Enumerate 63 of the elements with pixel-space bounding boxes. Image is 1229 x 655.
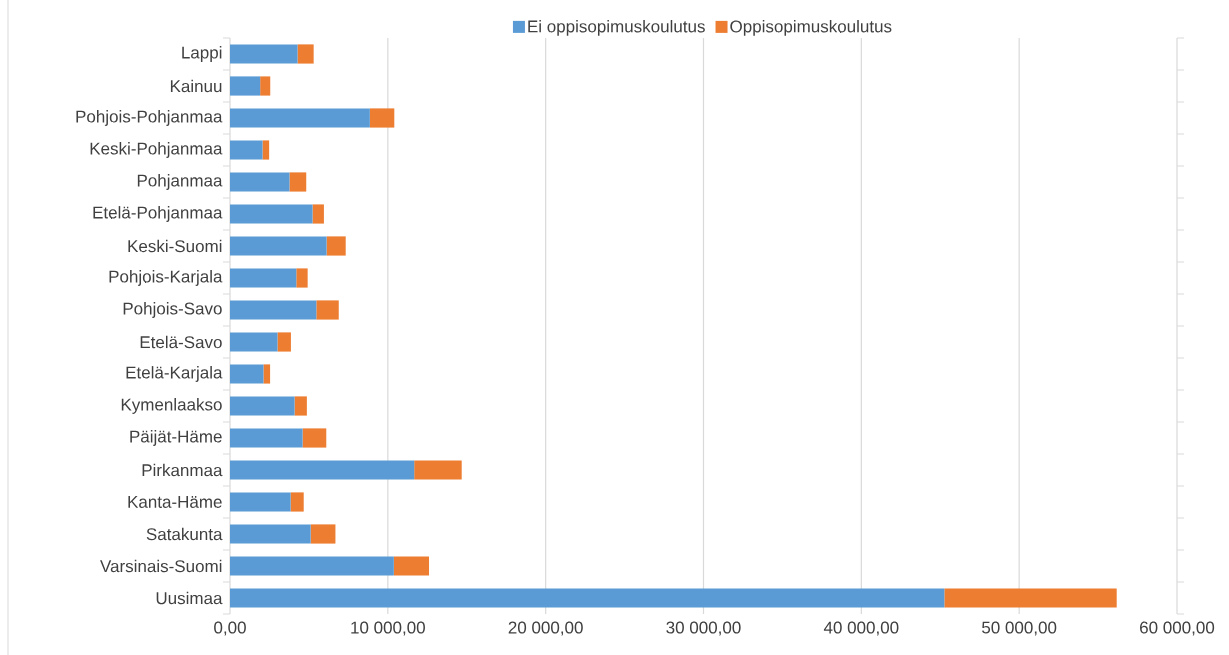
x-tick-label: 30 000,00 xyxy=(666,621,741,636)
bar xyxy=(290,492,304,512)
bar xyxy=(260,76,271,96)
legend-label: Oppisopimuskoulutus xyxy=(730,19,892,36)
x-tick-label: 0,00 xyxy=(214,621,246,636)
y-tick-label: Keski-Pohjanmaa xyxy=(90,142,223,158)
bar xyxy=(310,524,336,544)
bar xyxy=(230,396,295,416)
bar xyxy=(302,428,327,448)
bar xyxy=(230,108,370,128)
y-tick-label: Kainuu xyxy=(170,79,222,93)
y-tick-label: Etelä-Karjala xyxy=(126,366,223,382)
bar xyxy=(326,236,346,256)
bar xyxy=(230,236,327,256)
y-tick-label: Päijät-Häme xyxy=(130,430,222,446)
bar xyxy=(296,268,308,288)
x-tick-label: 60 000,00 xyxy=(1140,621,1215,636)
legend-label: Ei oppisopimuskoulutus xyxy=(528,19,705,36)
x-tick-label: 20 000,00 xyxy=(508,621,583,636)
y-tick-label: Pohjois-Pohjanmaa xyxy=(76,110,223,126)
bar xyxy=(230,524,311,544)
y-tick-label: Keski-Suomi xyxy=(128,239,222,253)
bar xyxy=(312,204,324,224)
bar xyxy=(230,556,394,576)
bar xyxy=(230,428,303,448)
y-tick-label: Etelä-Pohjanmaa xyxy=(93,206,223,222)
y-tick-label: Pohjois-Savo xyxy=(123,302,222,318)
y-tick-label: Etelä-Savo xyxy=(140,335,222,349)
bar xyxy=(230,460,415,480)
bar xyxy=(277,332,291,352)
y-tick-label: Pohjanmaa xyxy=(137,174,223,190)
y-tick-label: Uusimaa xyxy=(156,591,223,605)
y-tick-label: Satakunta xyxy=(146,527,223,541)
bar xyxy=(230,44,298,64)
bar xyxy=(230,364,264,384)
bar xyxy=(230,140,263,160)
x-tick-label: 40 000,00 xyxy=(823,621,899,636)
bar xyxy=(263,364,271,384)
bar xyxy=(944,588,1117,608)
bar xyxy=(294,396,307,416)
y-tick-label: Kymenlaakso xyxy=(121,398,222,414)
x-tick-label: 50 000,00 xyxy=(982,621,1057,636)
bar xyxy=(414,460,462,480)
y-tick-label: Lappi xyxy=(182,46,222,62)
bar xyxy=(230,332,278,352)
bar xyxy=(230,172,290,192)
bar xyxy=(230,492,291,512)
y-tick-label: Pirkanmaa xyxy=(142,463,223,477)
y-tick-label: Pohjois-Karjala xyxy=(109,270,223,286)
bar xyxy=(297,44,314,64)
bar xyxy=(230,300,317,320)
bar xyxy=(289,172,307,192)
y-tick-label: Kanta-Häme xyxy=(128,496,222,508)
bar xyxy=(230,268,297,288)
bar xyxy=(230,76,261,96)
y-tick-label: Varsinais-Suomi xyxy=(100,559,222,573)
bar xyxy=(393,556,430,576)
bar xyxy=(230,588,945,608)
bar xyxy=(316,300,339,320)
x-tick-label: 10 000,00 xyxy=(351,621,425,636)
bar xyxy=(262,140,270,160)
bar xyxy=(230,204,313,224)
bar xyxy=(369,108,395,128)
